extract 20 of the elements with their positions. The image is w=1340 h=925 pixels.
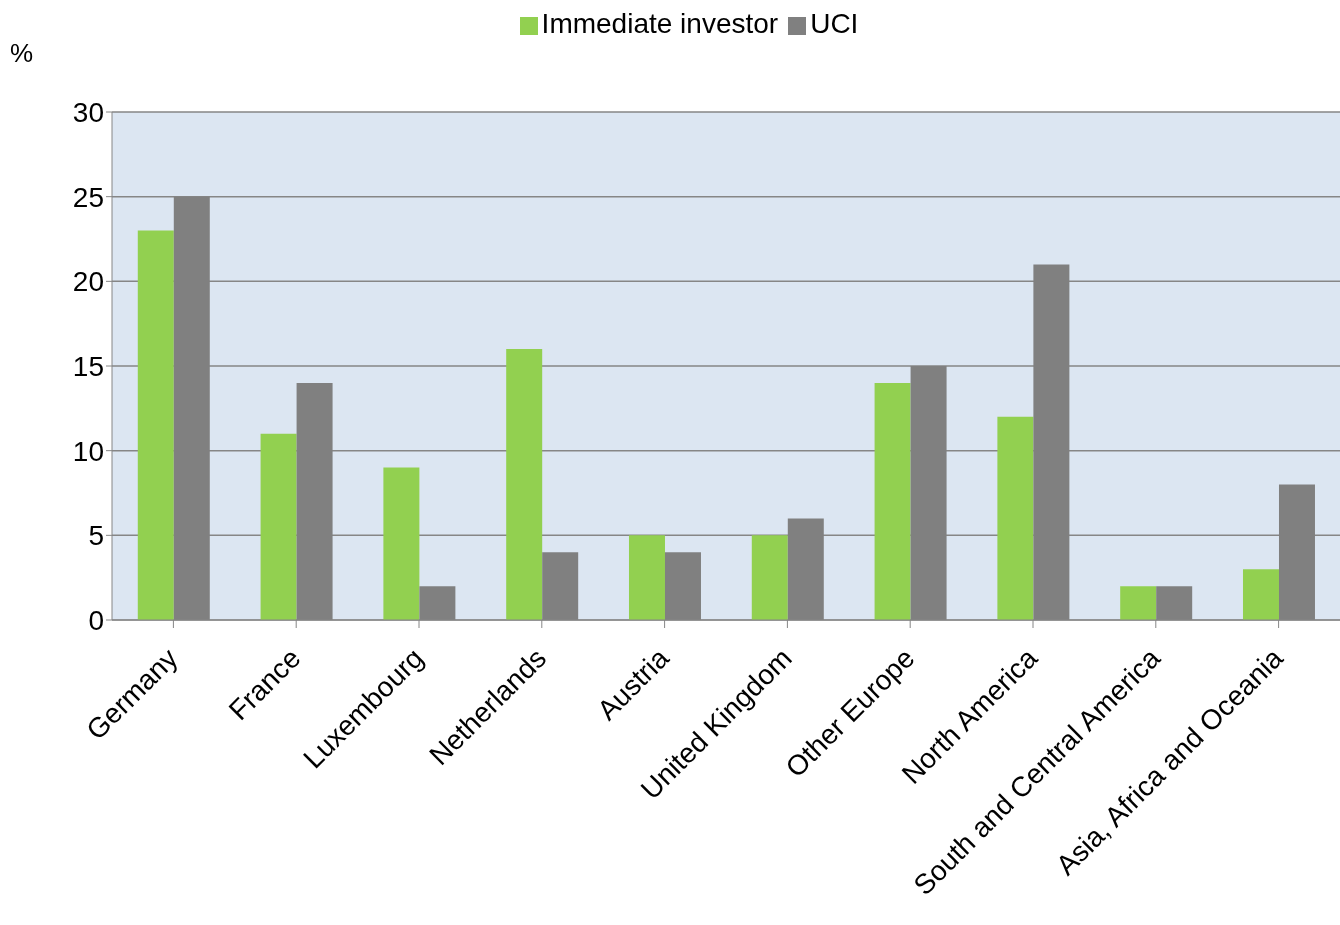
y-tick-label: 30 <box>72 96 104 128</box>
bar <box>260 433 297 620</box>
bar <box>137 230 174 620</box>
legend-label: UCI <box>810 8 859 39</box>
y-tick-label: 20 <box>72 266 104 298</box>
bar <box>1242 569 1279 620</box>
bar <box>506 349 543 620</box>
y-tick-label: 0 <box>88 604 104 636</box>
y-tick-label: 10 <box>72 435 104 467</box>
bar <box>997 416 1034 620</box>
bar <box>628 535 665 620</box>
y-tick-label: 5 <box>88 520 104 552</box>
bar <box>383 467 420 620</box>
bar <box>751 535 788 620</box>
y-tick-label: 25 <box>72 181 104 213</box>
legend-label: Immediate investor <box>541 8 779 39</box>
bar <box>874 382 911 620</box>
y-tick-label: 15 <box>72 350 104 382</box>
y-axis-title: % <box>10 38 34 69</box>
bar <box>1120 586 1157 620</box>
